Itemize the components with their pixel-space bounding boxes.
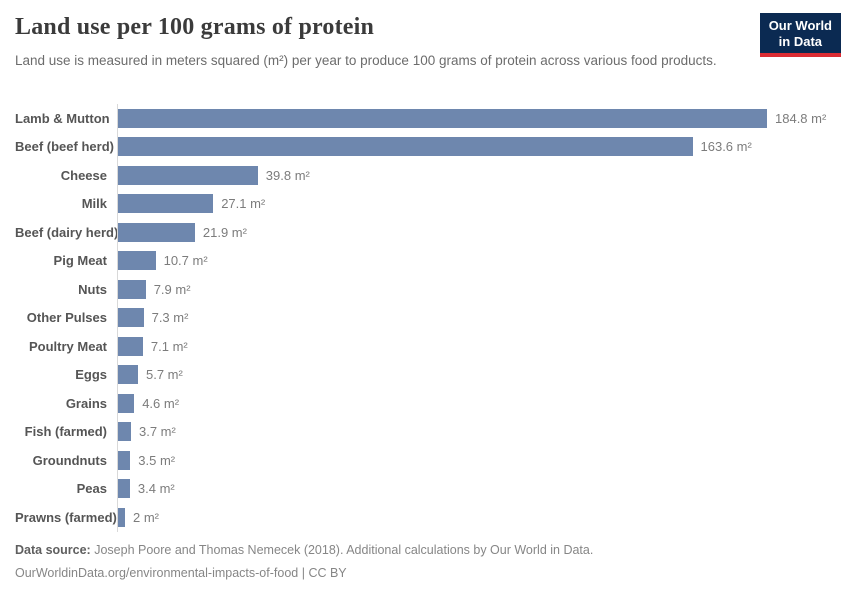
chart-row: Milk 27.1 m²: [15, 189, 838, 218]
value-label: 7.9 m²: [153, 281, 191, 297]
category-label: Beef (dairy herd): [15, 224, 119, 240]
chart-row: Beef (beef herd) 163.6 m²: [15, 132, 838, 161]
category-label: Milk: [81, 196, 107, 212]
value-label: 2 m²: [133, 509, 159, 525]
bar-track: 2 m²: [117, 503, 838, 532]
chart-row: Fish (farmed) 3.7 m²: [15, 417, 838, 446]
chart-row: Poultry Meat 7.1 m²: [15, 332, 838, 361]
bar-track: 4.6 m²: [117, 389, 838, 418]
chart-header: Land use per 100 grams of protein Land u…: [15, 14, 750, 72]
value-label: 21.9 m²: [202, 224, 247, 240]
chart-row: Eggs 5.7 m²: [15, 360, 838, 389]
value-label: 7.1 m²: [150, 338, 188, 354]
chart-row: Prawns (farmed) 2 m²: [15, 503, 838, 532]
category-label: Groundnuts: [32, 452, 107, 468]
bar[interactable]: [118, 393, 135, 413]
category-label: Cheese: [60, 167, 107, 183]
bar-track: 39.8 m²: [117, 161, 838, 190]
bar[interactable]: [118, 336, 143, 356]
bar-track: 3.5 m²: [117, 446, 838, 475]
data-source-label: Data source:: [15, 542, 91, 557]
bar-track: 184.8 m²: [117, 104, 838, 133]
bar[interactable]: [118, 507, 125, 527]
value-label: 184.8 m²: [775, 110, 827, 126]
category-label: Beef (beef herd): [15, 139, 114, 155]
value-label: 27.1 m²: [221, 196, 266, 212]
bar[interactable]: [118, 108, 767, 128]
license-label: CC BY: [308, 565, 347, 580]
chart-footer: Data source: Joseph Poore and Thomas Nem…: [15, 539, 835, 585]
category-label: Pig Meat: [53, 253, 107, 269]
category-label: Prawns (farmed): [15, 509, 117, 525]
category-label: Poultry Meat: [28, 338, 107, 354]
category-label: Nuts: [78, 281, 107, 297]
data-source-text: Joseph Poore and Thomas Nemecek (2018). …: [90, 542, 594, 557]
chart-row: Lamb & Mutton 184.8 m²: [15, 104, 838, 133]
value-label: 3.7 m²: [139, 424, 176, 440]
category-label: Lamb & Mutton: [15, 110, 110, 126]
bar[interactable]: [118, 365, 138, 385]
bar[interactable]: [118, 222, 195, 242]
page-title: Land use per 100 grams of protein: [15, 14, 375, 40]
category-label: Other Pulses: [26, 310, 107, 326]
bar-track: 5.7 m²: [117, 360, 838, 389]
bar-track: 7.9 m²: [117, 275, 838, 304]
bar[interactable]: [118, 422, 131, 442]
chart-row: Groundnuts 3.5 m²: [15, 446, 838, 475]
bar[interactable]: [118, 165, 258, 185]
chart-row: Beef (dairy herd) 21.9 m²: [15, 218, 838, 247]
bar[interactable]: [118, 479, 130, 499]
chart-row: Nuts 7.9 m²: [15, 275, 838, 304]
category-label: Peas: [76, 481, 107, 497]
category-label: Eggs: [75, 367, 107, 383]
bar-track: 10.7 m²: [117, 246, 838, 275]
footer-separator: |: [298, 565, 309, 580]
value-label: 163.6 m²: [700, 139, 752, 155]
bar-track: 7.1 m²: [117, 332, 838, 361]
owid-logo-line1: Our World: [768, 18, 832, 33]
bar-track: 3.4 m²: [117, 474, 838, 503]
bar[interactable]: [118, 308, 144, 328]
bar-track: 27.1 m²: [117, 189, 838, 218]
owid-logo[interactable]: Our World in Data: [759, 13, 841, 58]
category-label: Fish (farmed): [24, 424, 107, 440]
chart-row: Cheese 39.8 m²: [15, 161, 838, 190]
value-label: 4.6 m²: [142, 395, 180, 411]
bar-track: 163.6 m²: [117, 132, 838, 161]
chart-row: Other Pulses 7.3 m²: [15, 303, 838, 332]
footer-link[interactable]: OurWorldinData.org/environmental-impacts…: [15, 565, 299, 580]
footer-link-line: OurWorldinData.org/environmental-impacts…: [15, 562, 835, 585]
bar[interactable]: [118, 450, 131, 470]
bar[interactable]: [118, 279, 146, 299]
bar-chart: Lamb & Mutton 184.8 m² Beef (beef herd) 163…: [15, 104, 838, 532]
value-label: 3.4 m²: [137, 481, 175, 497]
value-label: 10.7 m²: [163, 253, 208, 269]
footer-source-line: Data source: Joseph Poore and Thomas Nem…: [15, 539, 835, 562]
value-label: 7.3 m²: [151, 310, 189, 326]
category-label: Grains: [65, 395, 107, 411]
bar[interactable]: [118, 137, 693, 157]
bar[interactable]: [118, 251, 156, 271]
value-label: 3.5 m²: [138, 452, 176, 468]
chart-row: Grains 4.6 m²: [15, 389, 838, 418]
owid-logo-line2: in Data: [778, 33, 823, 49]
bar-track: 7.3 m²: [117, 303, 838, 332]
bar[interactable]: [118, 194, 214, 214]
chart-row: Pig Meat 10.7 m²: [15, 246, 838, 275]
bar-track: 21.9 m²: [117, 218, 838, 247]
value-label: 5.7 m²: [146, 367, 183, 383]
chart-subtitle: Land use is measured in meters squared (…: [15, 53, 717, 68]
bar-track: 3.7 m²: [117, 417, 838, 446]
value-label: 39.8 m²: [265, 167, 310, 183]
chart-row: Peas 3.4 m²: [15, 474, 838, 503]
